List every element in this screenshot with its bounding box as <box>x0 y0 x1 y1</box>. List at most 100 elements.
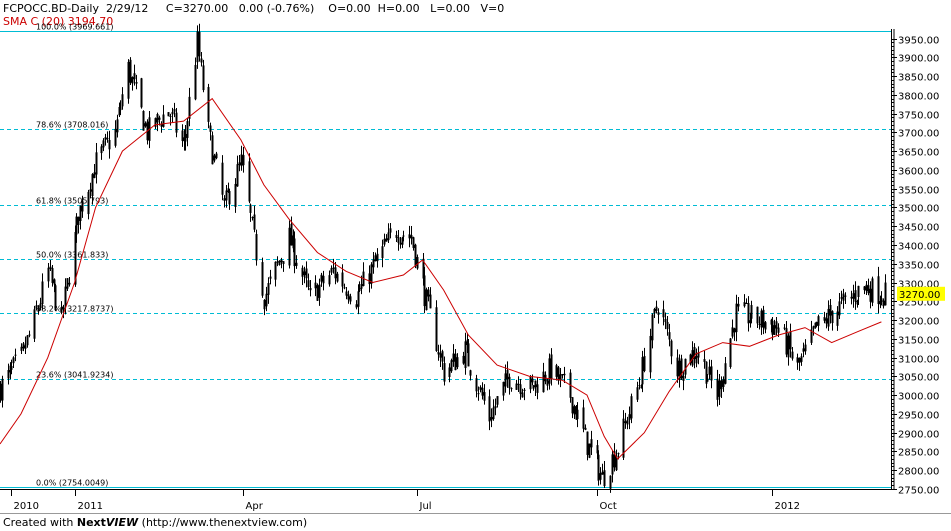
candle-body <box>599 473 602 480</box>
candle-body <box>156 114 159 123</box>
footer-brand-view: VIEW <box>105 516 139 529</box>
candle-body <box>328 275 331 285</box>
candle-body <box>236 164 239 187</box>
candle-body <box>787 335 790 358</box>
candle-body <box>852 293 855 299</box>
y-tick-label: 3800.00 <box>898 92 939 103</box>
candle-body <box>879 301 882 305</box>
candle-body <box>850 296 853 299</box>
candle-body <box>869 288 872 302</box>
candle-body <box>531 378 534 383</box>
candle-body <box>140 78 143 108</box>
candle-body <box>181 130 184 141</box>
candle-body <box>106 138 109 140</box>
candle-body <box>706 378 709 382</box>
candle-body <box>536 384 539 393</box>
footer-brand-next: Next <box>76 516 106 529</box>
candle-body <box>664 318 667 323</box>
candle-body <box>651 314 654 341</box>
candle-body <box>381 246 384 259</box>
close-label: C=3270.00 <box>165 2 229 15</box>
candle-body <box>653 308 656 314</box>
candle-body <box>95 152 98 175</box>
x-tick-label: 2012 <box>775 501 800 512</box>
candle-body <box>276 261 279 263</box>
y-tick-label: 3900.00 <box>898 54 939 65</box>
candle-body <box>118 106 121 116</box>
candle-body <box>800 356 803 362</box>
candle-body <box>305 268 308 279</box>
fib-label: 100.0% (3969.661) <box>36 23 113 32</box>
candle-body <box>188 96 191 119</box>
candle-body <box>422 258 425 279</box>
footer-url[interactable]: (http://www.thenextview.com) <box>138 516 308 529</box>
candle-body <box>295 262 298 266</box>
candle-body <box>475 378 478 392</box>
candle-body <box>857 285 860 297</box>
candle-body <box>662 309 665 318</box>
candle-body <box>496 396 499 405</box>
candle-body <box>100 146 103 154</box>
candle-body <box>47 267 50 282</box>
candle-body <box>510 388 513 390</box>
candle-body <box>261 262 264 296</box>
candle-body <box>423 275 426 307</box>
candle-body <box>542 371 545 393</box>
candle-body <box>722 379 725 387</box>
candle-body <box>523 389 526 391</box>
candle-body <box>51 268 54 283</box>
candle-body <box>561 373 564 376</box>
candle-body <box>416 257 419 269</box>
candle-body <box>75 216 78 235</box>
candle-body <box>609 475 612 489</box>
fib-label: 0.0% (2754.0049) <box>36 479 108 488</box>
candle-body <box>303 271 306 276</box>
candle-body <box>79 205 82 222</box>
low-label: L=0.00 <box>430 2 470 15</box>
candle-body <box>1 378 4 401</box>
candle-body <box>227 188 230 193</box>
candle-body <box>494 405 497 409</box>
chart-header: FCPOCC.BD-Daily 2/29/12 C=3270.00 0.00 (… <box>3 2 504 16</box>
footer-prefix: Created with <box>3 516 77 529</box>
sma-series <box>0 97 882 460</box>
y-tick-label: 3500.00 <box>898 204 939 215</box>
candle-body <box>462 355 465 364</box>
candle-body <box>345 291 348 296</box>
candle-body <box>613 451 616 468</box>
candle-body <box>490 417 493 421</box>
candle-body <box>35 305 38 309</box>
x-tick-label: Jul <box>419 501 432 512</box>
candle-body <box>716 378 719 400</box>
candle-body <box>649 335 652 373</box>
candle-body <box>550 354 553 379</box>
candle-body <box>615 455 618 471</box>
candle-body <box>251 217 254 219</box>
candle-body <box>695 356 698 364</box>
candle-body <box>198 31 201 57</box>
candle-body <box>588 443 591 458</box>
candle-body <box>171 111 174 115</box>
candle-body <box>454 353 457 371</box>
candle-body <box>643 356 646 372</box>
y-tick-label: 3600.00 <box>898 167 939 178</box>
candle-body <box>705 361 708 384</box>
candle-body <box>703 359 706 362</box>
candle-body <box>521 392 524 398</box>
candle-body <box>880 298 883 302</box>
candle-body <box>360 284 363 289</box>
candle-body <box>697 352 700 358</box>
candle-body <box>288 227 291 266</box>
candle-body <box>169 115 172 117</box>
candle-body <box>492 407 495 420</box>
candle-body <box>749 320 752 323</box>
y-tick-label: 2850.00 <box>898 448 939 459</box>
candle-body <box>133 73 136 80</box>
candle-body <box>729 338 732 367</box>
candle-body <box>747 303 750 324</box>
candle-body <box>437 351 440 355</box>
symbol-label: FCPOCC.BD <box>3 2 68 15</box>
candle-body <box>573 406 576 415</box>
candle-body <box>555 365 558 377</box>
